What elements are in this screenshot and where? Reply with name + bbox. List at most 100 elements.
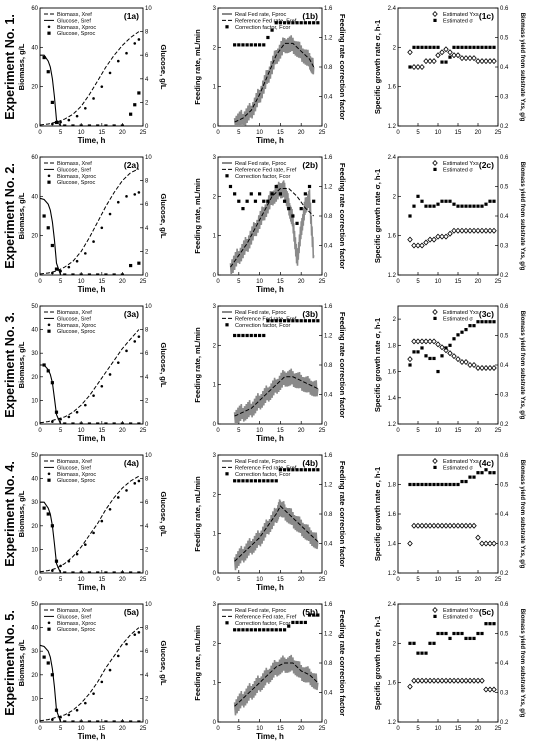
- series-layer: [407, 468, 497, 547]
- legend-swatch: [432, 309, 438, 315]
- x-axis-title: Time, h: [78, 285, 106, 294]
- series-correction-factor-fcor-point: [278, 628, 282, 632]
- series-glucose-sproc-point: [46, 226, 50, 230]
- y2-tick-label: 2: [145, 547, 149, 553]
- panel-5c: 0 5 10 15 20 25 1.2 1.6 2 2.4 0.2 0.3 0.4 0.5 0.6 Speci…: [373, 602, 525, 732]
- series-estimated-yxs-point: [487, 686, 493, 693]
- series-estimated-yxs-point: [475, 227, 481, 234]
- series-estimated-point: [436, 631, 440, 636]
- x-tick-label: 5: [416, 279, 420, 285]
- series-correction-factor-fcor-point: [295, 468, 299, 472]
- series-correction-factor-fcor-point: [237, 199, 241, 203]
- series-glucose-sproc-point: [137, 91, 141, 95]
- x-tick-label: 25: [319, 577, 326, 583]
- series-correction-factor-fcor-point: [241, 333, 245, 338]
- series-glucose-sref-line: [40, 364, 143, 424]
- series-estimated-point: [472, 204, 476, 208]
- series-glucose-sproc-point: [104, 124, 108, 126]
- x-tick-label: 20: [119, 130, 126, 136]
- series-biomass-xproc-point: [116, 496, 120, 499]
- series-biomass-xproc-point: [67, 713, 71, 717]
- series-estimated-yxs-point: [407, 683, 413, 690]
- series-glucose-sproc-point: [42, 363, 46, 367]
- series-estimated-yxs-point: [439, 677, 445, 684]
- y2-tick-label: 0: [145, 422, 149, 428]
- series-glucose-sproc-point: [104, 571, 108, 573]
- series-glucose-sproc-point: [79, 273, 83, 275]
- series-layer: [40, 168, 143, 275]
- x-axis-title: Time, h: [78, 583, 106, 592]
- series-estimated-yxs-point: [439, 522, 445, 529]
- x-tick-label: 25: [140, 577, 147, 583]
- y2-tick-label: 0.6: [500, 602, 509, 608]
- series-estimated-yxs-point: [491, 227, 497, 234]
- y-tick-label: 1.6: [388, 681, 397, 687]
- series-estimated-yxs-point: [451, 353, 457, 360]
- series-biomass-xproc-point: [51, 122, 54, 126]
- series-estimated-yxs-point: [447, 49, 453, 56]
- series-glucose-sproc-point: [87, 720, 92, 722]
- series-estimated-yxs-point: [491, 540, 497, 547]
- y-tick-label: 50: [31, 602, 38, 608]
- y2-axis-title: Glucose, g/L: [159, 342, 168, 387]
- panel-label: (1c): [479, 11, 494, 21]
- y2-tick-label: 4: [145, 375, 149, 381]
- legend-entry: Real Fed rate, Fproc: [235, 310, 287, 316]
- series-glucose-sproc-point: [120, 720, 124, 722]
- series-biomass-xproc-point: [125, 195, 128, 198]
- y2-axis-title: Feeding rate correction factor: [338, 163, 347, 269]
- x-tick-label: 10: [78, 130, 85, 136]
- series-glucose-sproc-point: [129, 112, 133, 116]
- series-glucose-sproc-point: [46, 369, 50, 373]
- legend-swatch: [433, 614, 437, 618]
- series-estimated-point: [440, 482, 444, 487]
- series-glucose-sproc-point: [112, 422, 116, 424]
- series-estimated-point: [436, 369, 440, 374]
- panel-label: (1a): [124, 11, 139, 21]
- series-estimated-point: [432, 641, 436, 645]
- series-glucose-sproc-point: [112, 720, 116, 722]
- legend-swatch: [47, 180, 51, 184]
- x-tick-label: 10: [78, 428, 85, 434]
- series-biomass-xproc-point: [67, 118, 71, 122]
- series-estimated-point: [488, 471, 492, 475]
- panel-4c: 0 5 10 15 20 25 1.2 1.4 1.6 1.8 0.2 0.3 0.4 0.5 0.6 Spe…: [373, 453, 525, 583]
- series-estimated-point: [416, 651, 420, 655]
- y-tick-label: 30: [31, 500, 38, 506]
- series-estimated-yxs-point: [483, 58, 489, 65]
- series-estimated-yxs-point: [471, 677, 477, 684]
- series-estimated-yxs-point: [483, 686, 489, 693]
- y2-tick-label: 0.6: [500, 453, 509, 459]
- x-axis-title: Time, h: [256, 136, 284, 145]
- y2-tick-label: 0.6: [500, 6, 509, 12]
- series-correction-factor-fcor-point: [282, 319, 287, 323]
- series-biomass-xproc-point: [92, 240, 95, 243]
- series-glucose-sproc-point: [46, 512, 50, 516]
- y-tick-label: 60: [31, 155, 38, 161]
- series-estimated-yxs-point: [451, 522, 457, 529]
- y-tick-label: 10: [31, 398, 38, 404]
- series-glucose-sproc-point: [96, 273, 100, 275]
- series-correction-factor-fcor-point: [249, 43, 253, 47]
- series-glucose-sproc-point: [104, 720, 108, 722]
- series-biomass-xproc-point: [108, 71, 112, 75]
- series-correction-factor-fcor-point: [307, 613, 312, 617]
- legend-entry: Biomass, Xref: [57, 310, 92, 316]
- series-layer: [233, 319, 320, 424]
- series-correction-factor-fcor-point: [299, 468, 303, 472]
- series-estimated-yxs-point: [407, 236, 413, 243]
- y2-tick-label: 0.2: [500, 422, 509, 428]
- series-estimated-point: [448, 55, 452, 59]
- panel-label: (3b): [302, 309, 318, 319]
